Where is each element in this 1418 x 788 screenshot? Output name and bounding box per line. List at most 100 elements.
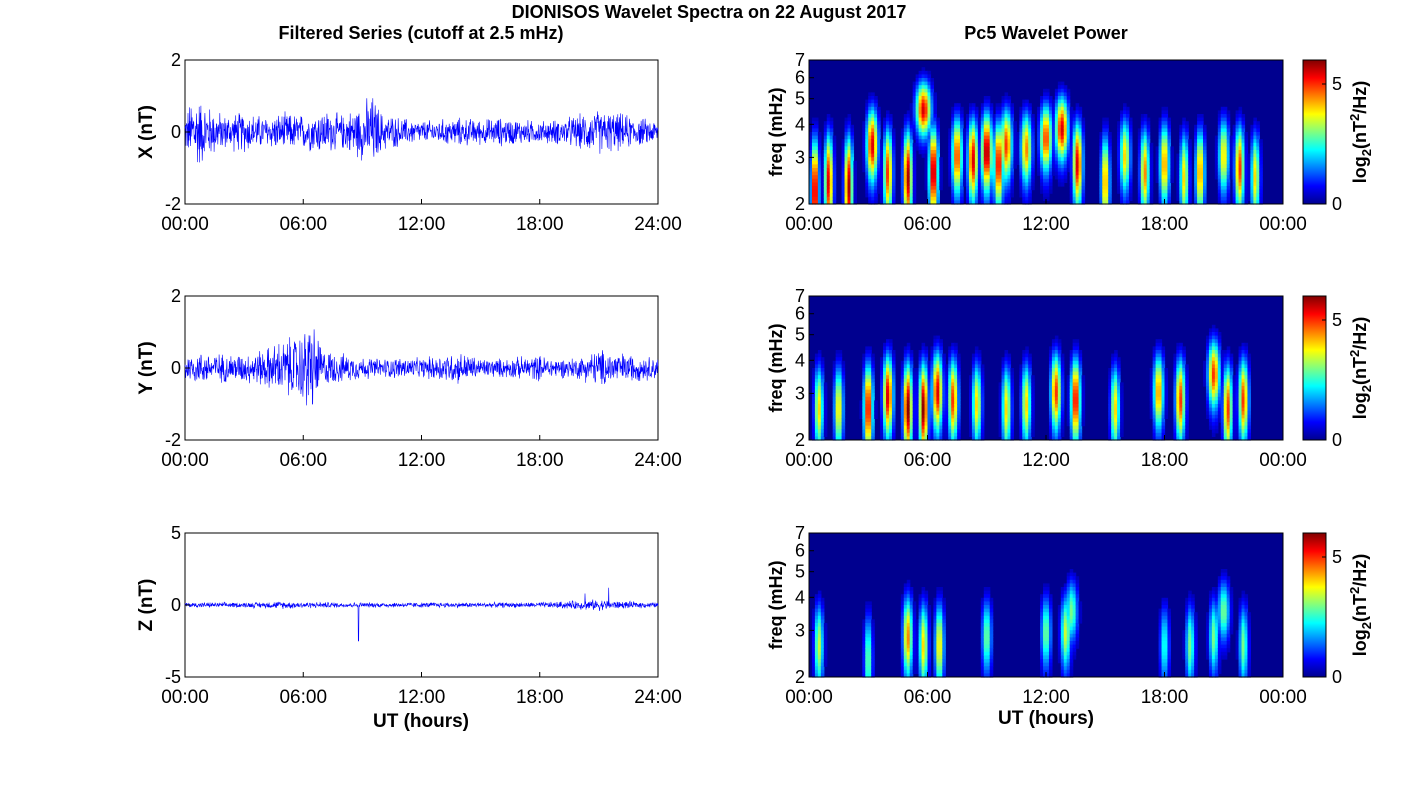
- wavelet-power-y-cell: [903, 436, 908, 441]
- filtered-series-y-ylabel: Y (nT): [136, 341, 157, 394]
- wavelet-power-y-cell: [823, 400, 828, 405]
- wavelet-power-x-cell: [1197, 189, 1201, 194]
- wavelet-power-x-cell: [871, 132, 875, 137]
- wavelet-power-y-cell: [1114, 382, 1118, 387]
- wavelet-power-x-cell: [1149, 200, 1154, 205]
- wavelet-power-y-cell: [1075, 436, 1080, 441]
- wavelet-power-y-cell: [1069, 411, 1074, 416]
- wavelet-power-x-cell: [1226, 146, 1231, 151]
- wavelet-power-y-cell: [1025, 393, 1029, 398]
- wavelet-power-x-cell: [888, 117, 893, 122]
- wavelet-power-x-cell: [980, 193, 985, 198]
- wavelet-power-y-cell: [998, 393, 1003, 398]
- wavelet-power-x-cell: [921, 106, 926, 111]
- wavelet-power-y-cell: [1078, 429, 1083, 434]
- wavelet-power-x-cell: [1051, 117, 1056, 122]
- wavelet-power-x-cell: [909, 124, 914, 129]
- wavelet-power-x-cell: [1007, 175, 1012, 180]
- wavelet-power-x-cell: [924, 128, 929, 133]
- wavelet-power-x-cell: [850, 171, 855, 176]
- wavelet-power-x-cell: [915, 146, 920, 151]
- wavelet-power-x-cell: [1220, 175, 1225, 180]
- wavelet-power-x-cell: [1247, 196, 1252, 201]
- wavelet-power-x-cell: [903, 146, 908, 151]
- wavelet-power-x-cell: [1004, 157, 1009, 162]
- wavelet-power-y-cell: [871, 432, 875, 437]
- wavelet-power-x-cell: [912, 121, 917, 126]
- wavelet-power-x-cell: [903, 189, 908, 194]
- wavelet-power-y-cell: [903, 382, 908, 387]
- wavelet-power-x-cell: [817, 146, 822, 151]
- wavelet-power-x-cell: [1140, 193, 1145, 198]
- wavelet-power-x-cell: [1197, 175, 1201, 180]
- wavelet-power-x-cell: [1176, 164, 1180, 169]
- wavelet-power-x-cell: [930, 153, 935, 158]
- wavelet-power-y-cell: [814, 429, 819, 434]
- wavelet-power-x-cell: [844, 175, 849, 180]
- wavelet-power-x-cell: [1185, 146, 1189, 151]
- wavelet-power-x-cell: [1040, 121, 1044, 126]
- wavelet-power-x-cell: [1004, 153, 1009, 158]
- wavelet-power-y-cell: [1060, 411, 1065, 416]
- wavelet-power-y-cell: [1054, 393, 1059, 398]
- wavelet-power-x-cell: [1167, 135, 1172, 140]
- wavelet-power-y-cell: [954, 389, 958, 394]
- wavelet-power-x-cell: [1031, 157, 1035, 162]
- wavelet-power-x-cell: [1146, 132, 1151, 137]
- wavelet-power-y-cell: [1164, 411, 1169, 416]
- wavelet-power-x-cell: [1040, 157, 1044, 162]
- wavelet-power-x-cell: [1046, 193, 1050, 198]
- wavelet-power-x-cell: [1125, 168, 1130, 173]
- wavelet-power-x-cell: [992, 200, 997, 205]
- wavelet-power-y-cell: [954, 386, 958, 391]
- wavelet-power-x-cell: [1253, 168, 1257, 173]
- wavelet-power-y-cell: [817, 378, 822, 383]
- wavelet-power-x-cell: [1057, 139, 1062, 144]
- wavelet-power-x-cell: [1217, 196, 1222, 201]
- wavelet-power-y-cell: [862, 364, 866, 369]
- wavelet-power-x-cell: [1185, 196, 1189, 201]
- wavelet-power-x-cell: [1125, 128, 1130, 133]
- wavelet-power-x-cell: [871, 150, 875, 155]
- wavelet-power-x-cell: [1146, 124, 1151, 129]
- wavelet-power-x-cell: [1016, 153, 1020, 158]
- wavelet-power-y-cell: [1004, 350, 1009, 355]
- wavelet-power-x-cell: [1235, 164, 1240, 169]
- wavelet-power-x-cell: [924, 85, 929, 90]
- wavelet-power-x-cell: [811, 186, 816, 191]
- wavelet-power-x-cell: [844, 135, 849, 140]
- wavelet-power-y-cell: [886, 407, 890, 412]
- wavelet-power-x-cell: [1013, 157, 1017, 162]
- wavelet-power-x-cell: [968, 132, 973, 137]
- wavelet-power-x-cell: [1075, 171, 1080, 176]
- wavelet-power-x-cell: [865, 178, 869, 183]
- wavelet-power-x-cell: [1054, 175, 1059, 180]
- wavelet-power-x-cell: [1226, 160, 1231, 165]
- wavelet-power-y-cell: [862, 400, 866, 405]
- wavelet-power-x-cell: [809, 168, 813, 173]
- wavelet-power-x-cell: [1185, 193, 1189, 198]
- wavelet-power-x-cell: [1256, 121, 1260, 126]
- wavelet-power-x-cell: [1043, 186, 1047, 191]
- wavelet-power-x-cell: [1025, 193, 1029, 198]
- wavelet-power-y-cell: [936, 375, 940, 380]
- wavelet-power-x-cell: [1253, 164, 1257, 169]
- wavelet-power-y-cell: [835, 368, 840, 373]
- wavelet-power-x-cell: [1253, 135, 1257, 140]
- wavelet-power-x-cell: [1004, 92, 1009, 97]
- wavelet-power-x-cell: [1223, 117, 1228, 122]
- wavelet-power-x-cell: [906, 182, 911, 187]
- wavelet-power-x-cell: [912, 193, 917, 198]
- wavelet-power-y-cell: [980, 371, 985, 376]
- wavelet-power-y-cell: [886, 436, 890, 441]
- wavelet-power-y-cell: [1173, 364, 1177, 369]
- wavelet-power-x-cell: [871, 106, 875, 111]
- wavelet-power-y-cell: [924, 422, 929, 427]
- wavelet-power-y-cell: [1022, 400, 1026, 405]
- wavelet-power-x-cell: [874, 168, 878, 173]
- wavelet-power-y-cell: [948, 378, 952, 383]
- wavelet-power-x-cell: [912, 178, 917, 183]
- filtered-series-z-ytick-label: -5: [165, 667, 181, 687]
- wavelet-power-x-cell: [847, 142, 852, 147]
